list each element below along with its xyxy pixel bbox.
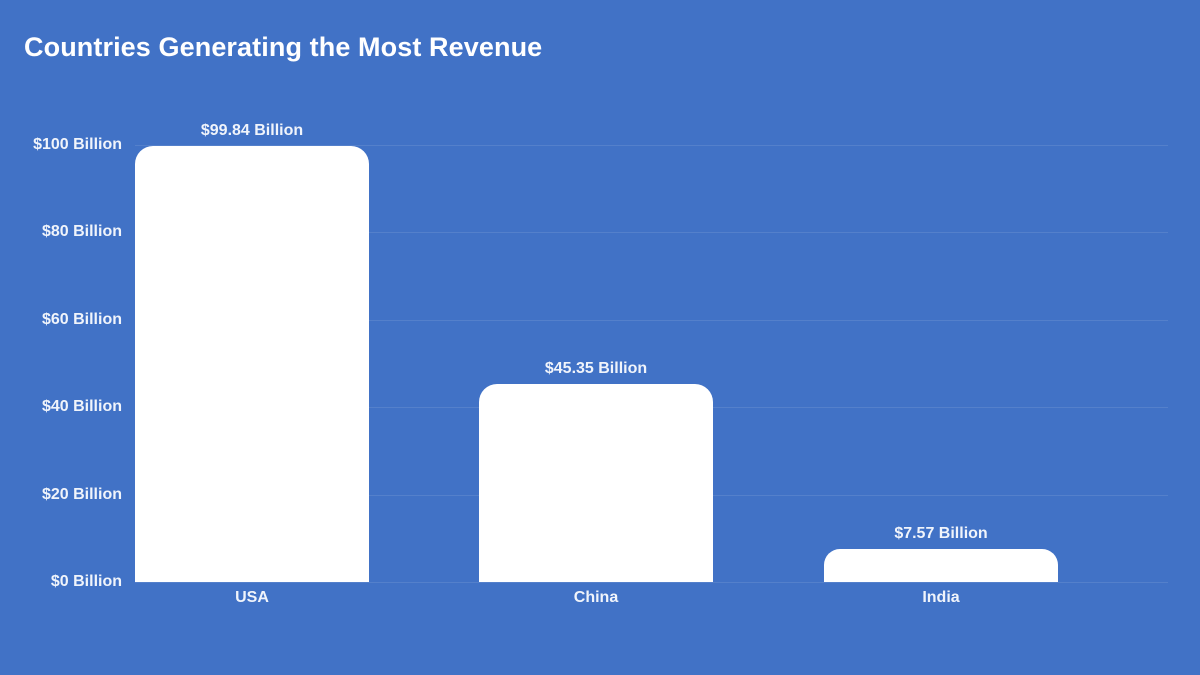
y-axis-tick-label: $40 Billion [41,398,122,415]
x-axis-category-label: USA [235,589,269,606]
gridline [135,145,1168,146]
bar-china [479,384,713,582]
x-axis-category-label: India [922,589,960,606]
bar-usa [135,146,369,582]
x-axis-category-label: China [573,589,619,606]
gridline [135,582,1168,583]
gridline [135,320,1168,321]
y-axis-tick-label: $20 Billion [41,486,122,503]
gridline [135,232,1168,233]
bar-value-label: $99.84 Billion [200,122,304,139]
bar-value-label: $45.35 Billion [544,360,648,377]
y-axis-tick-label: $60 Billion [41,311,122,328]
bar-india [824,549,1058,582]
chart-title: Countries Generating the Most Revenue [24,32,543,62]
y-axis-tick-label: $100 Billion [33,136,122,153]
y-axis-tick-label: $0 Billion [50,573,122,590]
bar-value-label: $7.57 Billion [894,525,988,542]
y-axis-tick-label: $80 Billion [41,223,122,240]
